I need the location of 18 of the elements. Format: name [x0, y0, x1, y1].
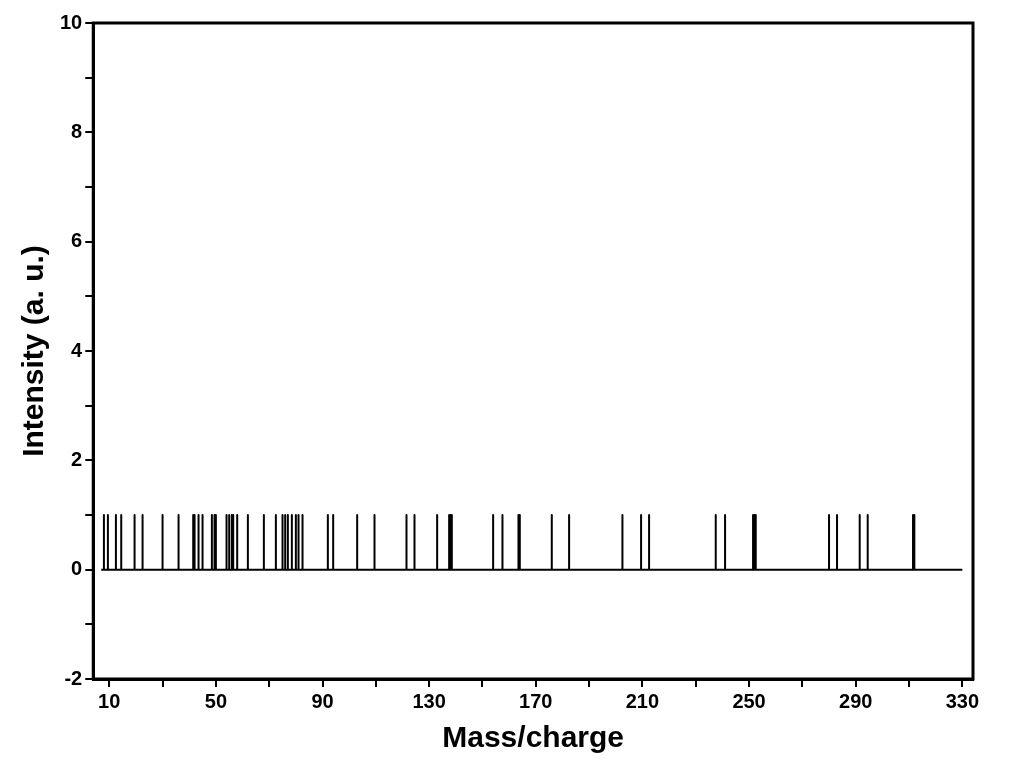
- x-tick-label: 130: [412, 689, 446, 712]
- x-tick-label: 250: [732, 689, 766, 712]
- x-tick-label: 290: [839, 689, 873, 712]
- x-axis-title: Mass/charge: [442, 720, 625, 754]
- x-tick-label: 210: [625, 689, 660, 712]
- x-tick-label: 10: [98, 689, 121, 712]
- x-tick-label: 90: [311, 689, 334, 712]
- y-tick-label: 8: [71, 119, 83, 142]
- x-tick-label: 50: [204, 689, 227, 712]
- y-axis-title: Intensity (a. u.): [16, 245, 50, 457]
- y-tick-label: 0: [71, 557, 83, 580]
- y-tick-label: 6: [71, 229, 83, 252]
- x-tick-label: 170: [519, 689, 553, 712]
- x-tick-label: 330: [945, 689, 980, 712]
- y-tick-label: 10: [60, 10, 83, 33]
- y-tick-label: 4: [71, 338, 84, 361]
- y-tick-label: 2: [71, 447, 83, 470]
- y-tick-label: -2: [64, 666, 83, 689]
